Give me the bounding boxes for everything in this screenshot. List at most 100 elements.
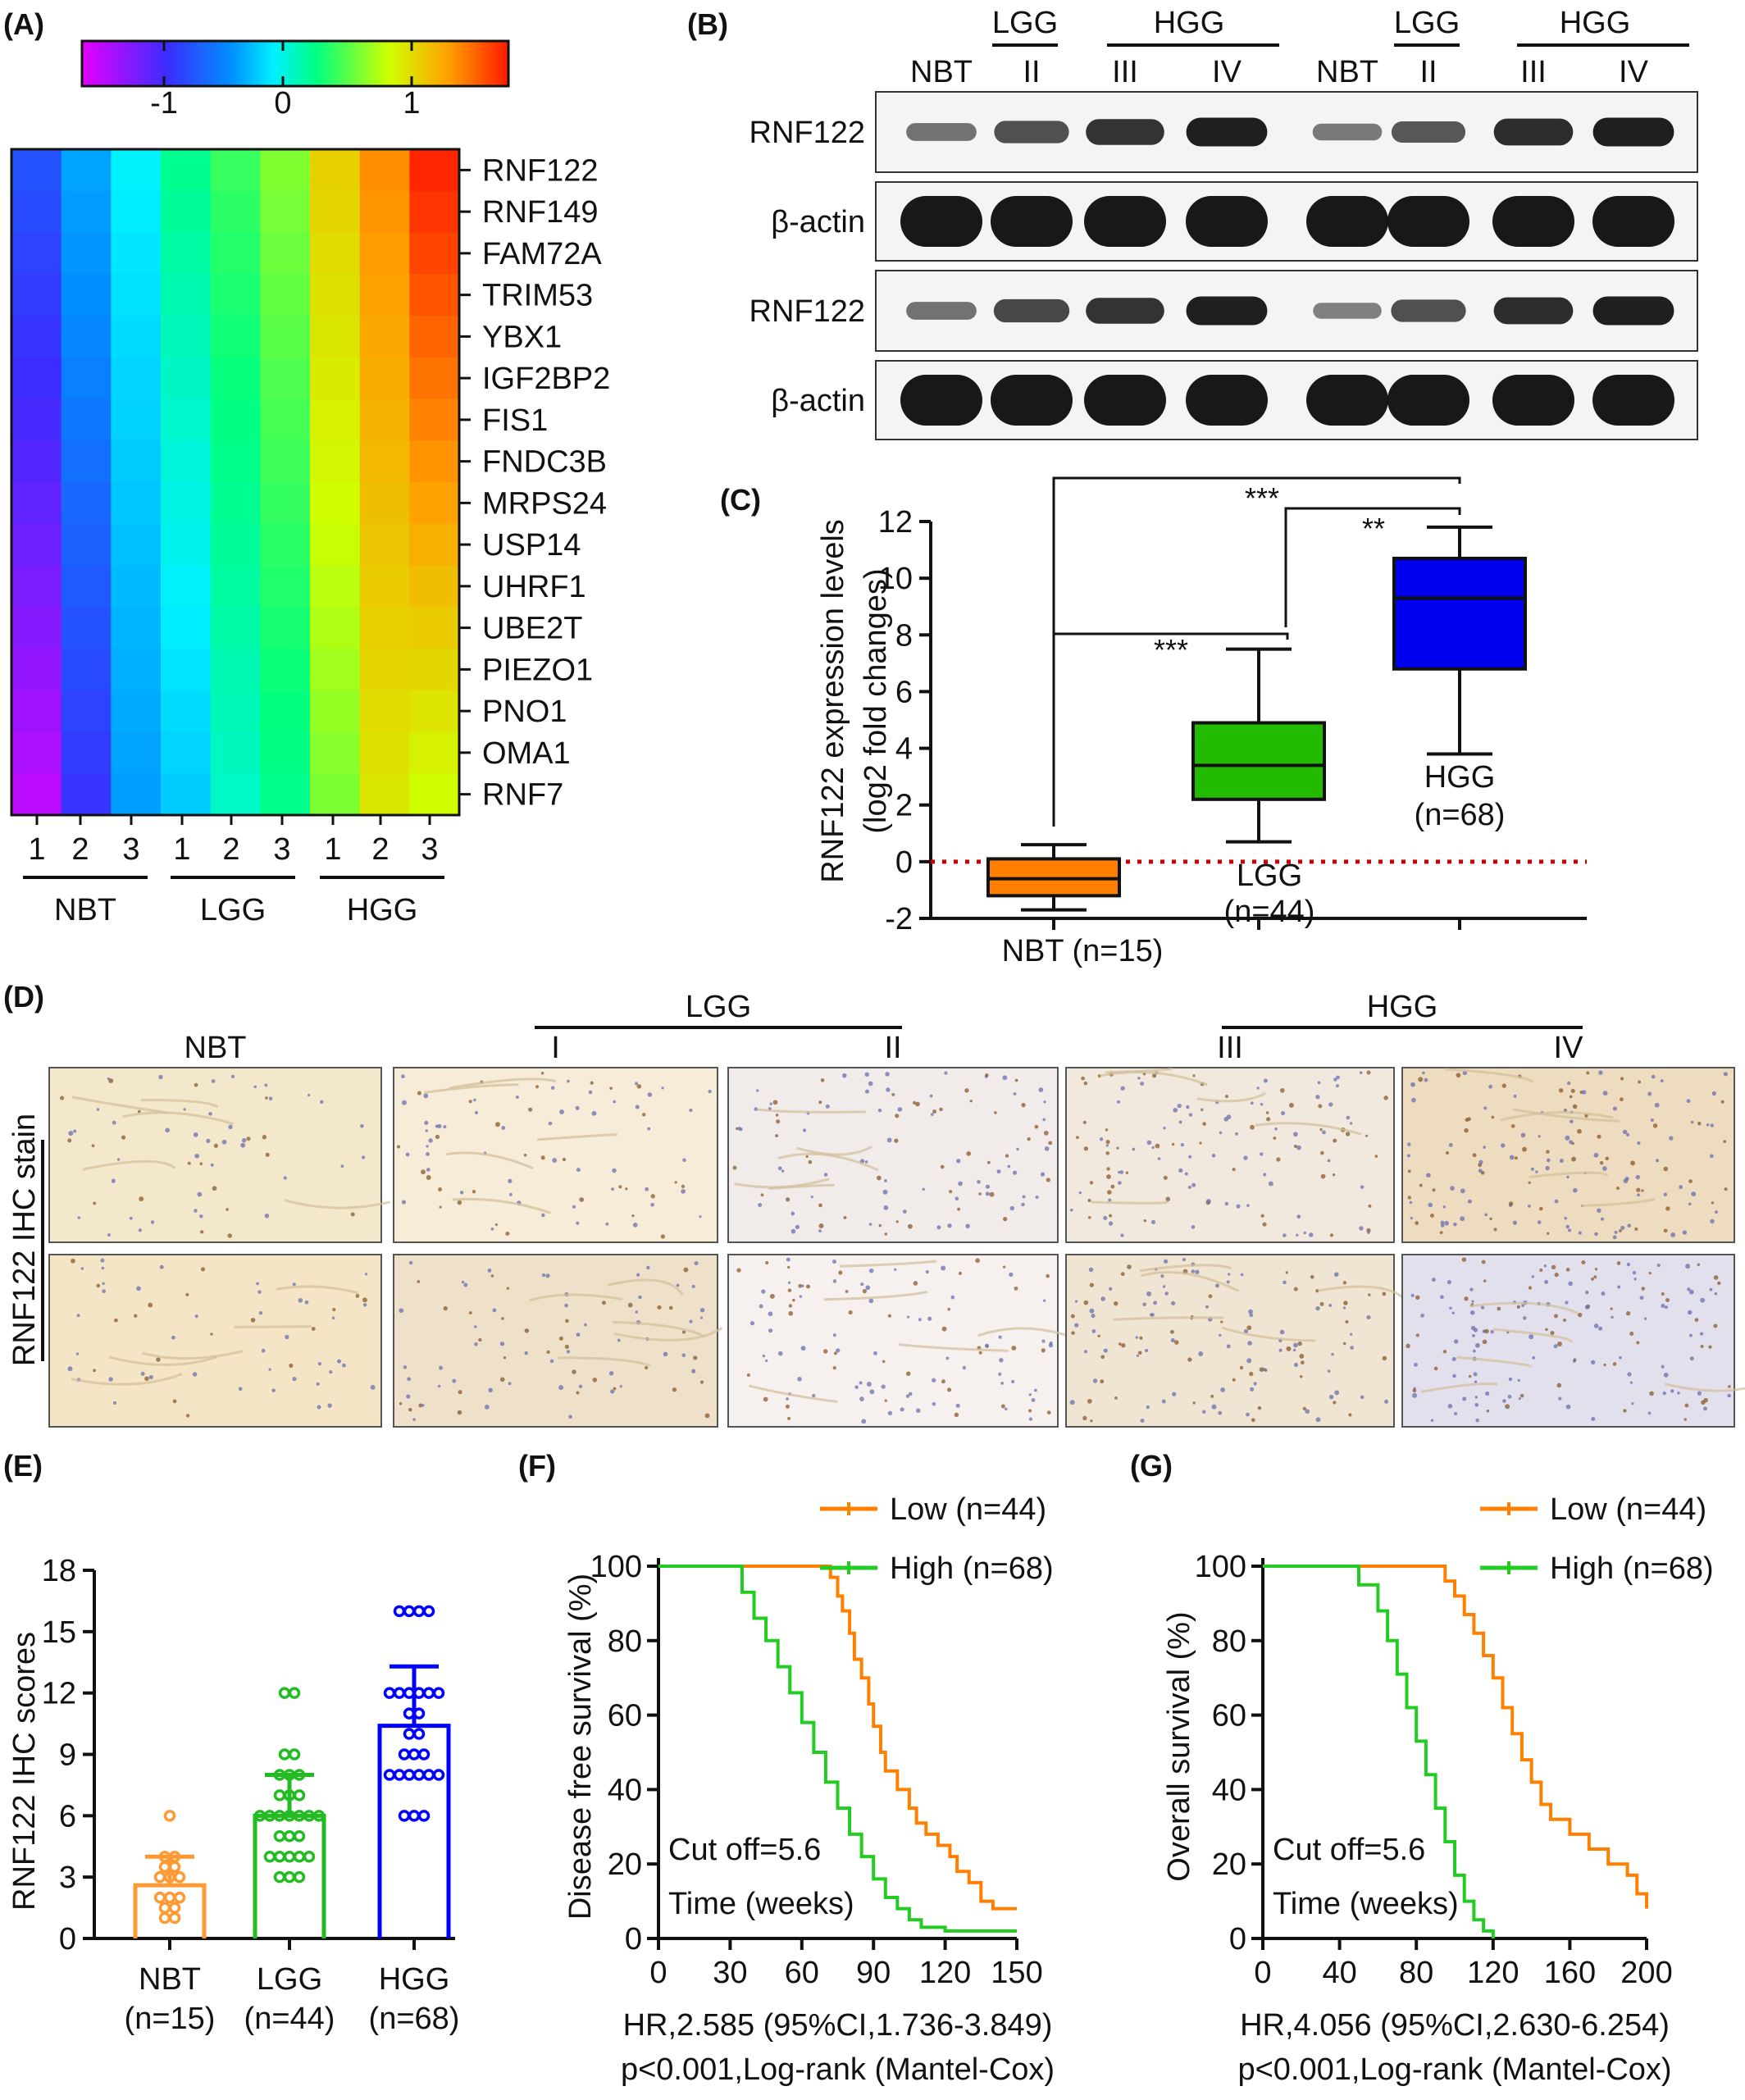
ihc-cell <box>566 1350 571 1354</box>
ihc-cell <box>362 1303 367 1307</box>
ihc-cell <box>1464 1296 1469 1301</box>
ihc-cell <box>868 1268 874 1273</box>
ihc-cell <box>764 1359 768 1363</box>
ihc-cell <box>795 1224 800 1230</box>
ihc-cell <box>907 1223 913 1229</box>
ihc-cell <box>564 1303 568 1308</box>
ihc-cell <box>1663 1228 1668 1233</box>
ihc-cell <box>1472 1153 1477 1158</box>
ihc-cell <box>831 1260 836 1264</box>
ihc-cell <box>613 1387 617 1391</box>
ihc-cell <box>1046 1273 1050 1278</box>
heatmap-cell <box>409 565 460 608</box>
heatmap-cell <box>111 690 162 733</box>
ihc-cell <box>508 1192 513 1196</box>
ihc-cell <box>1727 1393 1731 1398</box>
ihc-cell <box>1706 1123 1710 1127</box>
ihc-cell <box>1200 1108 1204 1112</box>
ihc-cell <box>1253 1382 1257 1386</box>
ihc-cell <box>528 1107 533 1112</box>
data-point <box>153 1891 166 1904</box>
ihc-cell <box>1412 1388 1417 1393</box>
box <box>1191 721 1326 801</box>
x-tick-label: 160 <box>1544 1956 1596 1990</box>
ihc-cell <box>848 1310 853 1315</box>
ihc-cell <box>468 1100 472 1104</box>
heatmap-cell <box>161 440 212 483</box>
heatmap-cell <box>161 149 212 192</box>
ihc-cell <box>487 1269 492 1273</box>
ihc-cell <box>1444 1220 1449 1226</box>
ihc-cell <box>836 1348 841 1353</box>
ihc-cell <box>929 1094 933 1098</box>
ihc-cell <box>1100 1355 1105 1360</box>
heatmap-cell <box>111 773 162 816</box>
ihc-cell <box>1513 1094 1517 1098</box>
heatmap-group-label: NBT <box>54 893 116 927</box>
ihc-cell <box>1286 1346 1292 1351</box>
ihc-cell <box>265 1096 268 1100</box>
heatmap-cell <box>210 440 261 483</box>
ihc-fiber <box>613 1327 723 1342</box>
ihc-cell <box>1565 1224 1570 1229</box>
ihc-cell <box>1614 1230 1618 1234</box>
ihc-cell <box>1509 1201 1514 1206</box>
ihc-fiber <box>1512 1108 1620 1123</box>
ihc-cell <box>763 1396 768 1402</box>
data-point <box>403 1687 416 1699</box>
ihc-cell <box>884 1179 887 1182</box>
ihc-cell <box>96 1108 100 1111</box>
ihc-cell <box>1591 1417 1596 1421</box>
chart-e-plot: 0 3 6 9 12 15 18 NBT (n=15) LGG (n=44) HGG (n=68) <box>42 1554 460 2036</box>
ihc-cell <box>787 1281 791 1284</box>
heatmap-cell <box>210 523 261 567</box>
heatmap-cell <box>310 482 361 525</box>
heatmap-cell <box>11 357 62 400</box>
ihc-cell <box>1292 1348 1296 1352</box>
ihc-cell <box>823 1173 828 1177</box>
ihc-cell <box>1319 1127 1323 1132</box>
ihc-cell <box>1206 1198 1211 1204</box>
ihc-cell <box>360 1124 364 1128</box>
heatmap-cell <box>161 190 212 234</box>
ihc-cell <box>1005 1407 1008 1411</box>
ihc-cell <box>1091 1328 1096 1333</box>
ihc-cell <box>1317 1081 1321 1085</box>
ihc-cell <box>1191 1225 1196 1229</box>
heatmap-cell <box>409 149 460 192</box>
legend-label: High (n=68) <box>890 1551 1054 1586</box>
heatmap-cell <box>11 190 62 234</box>
data-point <box>273 1789 286 1802</box>
mean-bar <box>253 1813 326 1938</box>
ihc-cell <box>148 1302 153 1308</box>
ihc-cell <box>1105 1139 1110 1145</box>
ihc-cell <box>194 1209 198 1213</box>
ihc-cell <box>989 1191 995 1197</box>
ihc-cell <box>1603 1363 1606 1367</box>
ihc-cell <box>1445 1150 1450 1155</box>
heatmap-cell <box>310 731 361 774</box>
ihc-cell <box>172 1399 177 1404</box>
ihc-cell <box>1694 1318 1699 1323</box>
heatmap-cell <box>409 399 460 441</box>
heatmap-cell <box>11 232 62 275</box>
heatmap-cell <box>260 399 311 441</box>
gene-label: YBX1 <box>482 320 562 354</box>
data-point <box>273 1850 286 1863</box>
ihc-cell <box>906 1315 910 1319</box>
ihc-cell <box>1360 1185 1365 1189</box>
ihc-cell <box>206 1138 211 1144</box>
ihc-cell <box>1650 1118 1654 1123</box>
ihc-cell <box>1683 1418 1687 1421</box>
ihc-fiber <box>71 1373 183 1386</box>
ihc-cell <box>1440 1223 1445 1228</box>
ihc-cell <box>193 1132 198 1137</box>
ihc-cell <box>1028 1393 1032 1396</box>
ihc-cell <box>1708 1345 1712 1349</box>
heatmap-cell <box>61 357 112 400</box>
ihc-cell <box>1319 1301 1324 1306</box>
ihc-image <box>1401 1067 1735 1243</box>
heatmap-cell <box>359 565 410 608</box>
ihc-cell <box>1563 1318 1567 1322</box>
gene-label: FAM72A <box>482 237 602 271</box>
